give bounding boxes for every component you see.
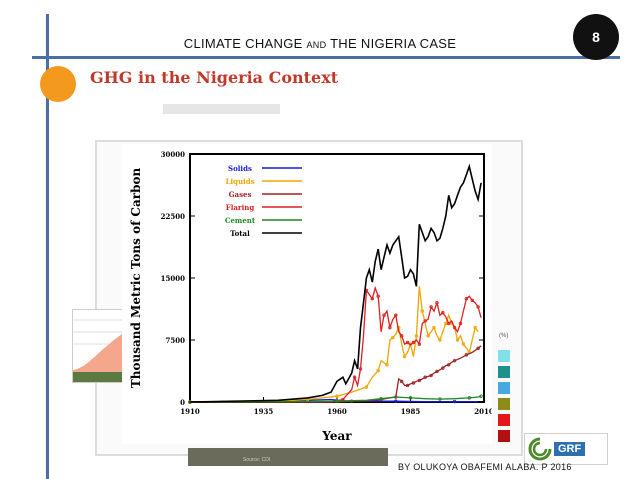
- side-swatch: [498, 366, 510, 378]
- side-swatch: [498, 414, 510, 426]
- legend-label: Total: [230, 229, 250, 238]
- side-swatch: [498, 350, 510, 362]
- side-swatch: [498, 430, 510, 442]
- x-tick-label: 1935: [254, 407, 274, 416]
- side-swatch: [498, 398, 510, 410]
- grf-logo-text: GRF: [554, 442, 585, 456]
- grf-logo: GRF: [524, 433, 608, 465]
- slide-subtitle: GHG in the Nigeria Context: [90, 68, 338, 87]
- x-tick-label: 1910: [180, 407, 200, 416]
- x-axis-label: Year: [321, 429, 352, 443]
- decorative-bar: [163, 104, 280, 114]
- header-underline: [32, 56, 620, 59]
- y-tick-label: 22500: [161, 212, 185, 221]
- side-legend-label: (%): [499, 333, 508, 339]
- grf-swirl-icon: [528, 437, 552, 461]
- legend-label: Flaring: [226, 203, 255, 212]
- legend-label: Gases: [229, 190, 252, 199]
- thumbnail-chart-image: [72, 309, 126, 383]
- x-tick-label: 1960: [327, 407, 347, 416]
- x-tick-label: 2010: [474, 407, 492, 416]
- orange-bullet-icon: [40, 66, 76, 102]
- y-axis-label: Thousand Metric Tons of Carbon: [129, 168, 143, 389]
- side-legend: [498, 350, 510, 446]
- legend-label: Liquids: [225, 177, 254, 186]
- page-number-badge: 8: [573, 14, 619, 60]
- legend-label: Cement: [225, 216, 256, 225]
- source-caption: Source: CDI: [243, 457, 270, 463]
- y-tick-label: 30000: [161, 150, 185, 159]
- y-tick-label: 7500: [166, 336, 186, 345]
- photo-strip: Source: CDI: [188, 448, 388, 466]
- emissions-chart-svg: 0 7500 15000 22500 30000 1910 1935 1960 1985 2010…: [122, 144, 492, 444]
- legend-label: Solids: [228, 164, 252, 173]
- y-tick-label: 0: [180, 398, 185, 407]
- slide-title: CLIMATE CHANGE AND THE NIGERIA CASE: [130, 36, 510, 51]
- author-credit: BY OLUKOYA OBAFEMI ALABA. P 2016: [398, 462, 572, 472]
- emissions-chart: 0 7500 15000 22500 30000 1910 1935 1960 1985 2010…: [122, 144, 492, 444]
- side-swatch: [498, 382, 510, 394]
- x-tick-label: 1985: [401, 407, 421, 416]
- y-tick-label: 15000: [161, 274, 185, 283]
